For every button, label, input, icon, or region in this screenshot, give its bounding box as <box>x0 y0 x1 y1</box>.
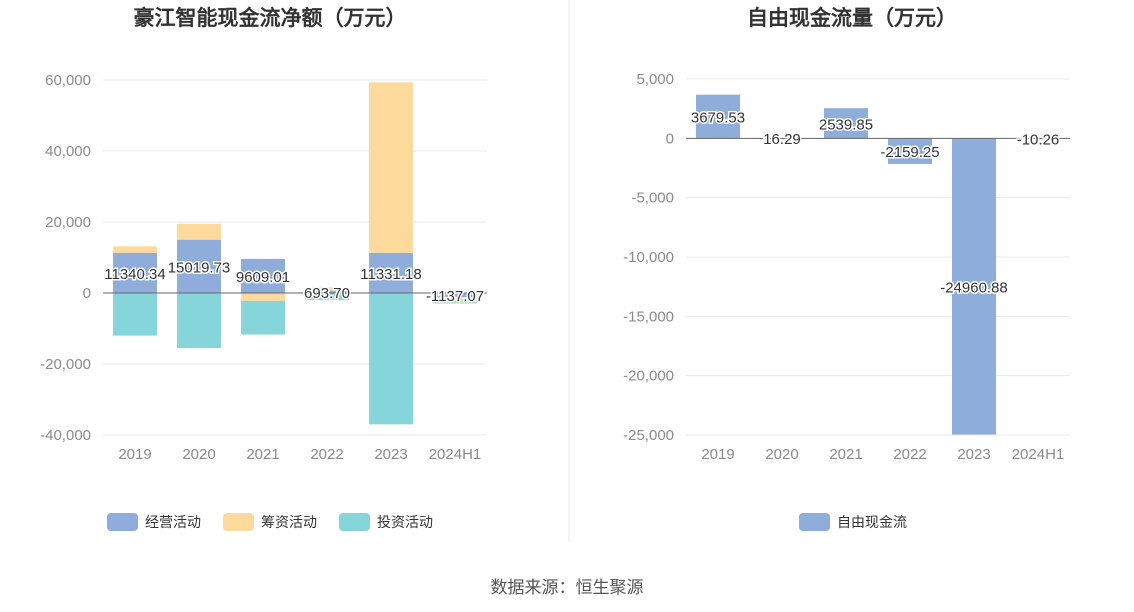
right-ytick-label: -25,000 <box>623 427 674 444</box>
left-chart-title: 豪江智能现金流净额（万元） <box>134 6 407 30</box>
left-legend-label: 经营活动 <box>145 514 201 530</box>
right-bar-2023 <box>952 138 996 435</box>
left-axis: 60,000 40,000 20,000 0 -20,000 -40,000 2019 202… <box>40 72 487 463</box>
right-ytick-label: 0 <box>666 130 674 147</box>
right-data-label: 2539.85 <box>819 116 873 133</box>
left-data-label: 693.70 <box>304 285 350 302</box>
left-bar-2-2024H1 <box>433 297 477 303</box>
right-ytick-label: -20,000 <box>623 368 674 385</box>
left-ytick-label: 40,000 <box>45 143 91 160</box>
right-bars <box>696 94 1060 435</box>
left-bar-3-2022 <box>305 293 349 301</box>
left-ytick-label: -20,000 <box>40 356 91 373</box>
left-bar-3-2023 <box>369 293 413 425</box>
right-grid <box>686 78 1070 436</box>
left-ytick-label: 20,000 <box>45 214 91 231</box>
right-ytick-label: -15,000 <box>623 308 674 325</box>
left-bar-1-2019 <box>113 252 157 293</box>
data-source: 数据来源：恒生聚源 <box>490 578 644 597</box>
right-data-label: -2159.25 <box>880 144 939 161</box>
left-bars <box>113 82 477 425</box>
left-ytick-label: 60,000 <box>45 72 91 89</box>
right-ytick-label: -10,000 <box>623 249 674 266</box>
left-ytick-label: 0 <box>83 285 91 302</box>
right-xtick-label: 2022 <box>893 446 926 463</box>
right-data-labels: 3679.53 16.29 2539.85 -2159.25 -24960.88 -10.… <box>689 108 1060 298</box>
left-bar-3-2019 <box>113 293 157 336</box>
left-legend-swatch <box>107 513 138 531</box>
left-data-label: 11331.18 <box>360 266 421 283</box>
left-bar-1-2022 <box>305 290 349 293</box>
left-legend-swatch <box>223 513 254 531</box>
right-bar-2021 <box>824 108 868 139</box>
right-legend-swatch <box>799 513 830 531</box>
left-bar-1-2021 <box>241 258 285 293</box>
left-legend-label: 筹资活动 <box>261 514 317 530</box>
left-bar-3-2024H1 <box>433 302 477 304</box>
right-bar-2022 <box>888 138 932 164</box>
left-xtick-label: 2021 <box>246 446 279 463</box>
right-ytick-label: 5,000 <box>636 71 674 88</box>
left-xtick-label: 2019 <box>118 446 151 463</box>
left-ytick-label: -40,000 <box>40 427 91 444</box>
left-data-labels: 11340.34 15019.73 9609.01 693.70 11331.18 -11… <box>103 258 486 307</box>
left-legend: 经营活动 筹资活动 投资活动 <box>107 513 433 531</box>
right-xtick-label: 2021 <box>829 446 862 463</box>
left-bar-3-2020 <box>177 293 221 349</box>
right-legend: 自由现金流 <box>799 513 907 531</box>
right-data-label: 3679.53 <box>691 110 745 127</box>
left-bar-2-2022 <box>305 287 349 291</box>
right-xtick-label: 2020 <box>765 446 798 463</box>
left-legend-label: 投资活动 <box>377 514 433 530</box>
left-xtick-label: 2022 <box>310 446 343 463</box>
left-bar-1-2023 <box>369 252 413 293</box>
right-xtick-label: 2019 <box>701 446 734 463</box>
left-bar-2-2019 <box>113 246 157 253</box>
left-xtick-label: 2023 <box>374 446 407 463</box>
left-xtick-label: 2024H1 <box>429 446 482 463</box>
right-xtick-label: 2024H1 <box>1012 446 1065 463</box>
right-chart-title: 自由现金流量（万元） <box>747 6 957 30</box>
left-bar-1-2020 <box>177 239 221 293</box>
right-bar-2019 <box>696 94 740 139</box>
left-xtick-label: 2020 <box>182 446 215 463</box>
right-legend-label: 自由现金流 <box>837 514 907 530</box>
left-bar-2-2021 <box>241 293 285 301</box>
left-data-label: 9609.01 <box>236 269 290 286</box>
right-data-label: -10.26 <box>1017 131 1060 148</box>
right-xtick-label: 2023 <box>957 446 990 463</box>
right-axis: 5,000 0 -5,000 -10,000 -15,000 -20,000 -25,000… <box>623 71 1070 463</box>
left-data-label: -1137.07 <box>426 288 484 305</box>
left-bar-2-2020 <box>177 223 221 240</box>
right-data-label: 16.29 <box>763 131 801 148</box>
left-grid <box>103 79 487 436</box>
left-bar-2-2023 <box>369 82 413 253</box>
left-legend-swatch <box>339 513 370 531</box>
left-bar-1-2024H1 <box>433 293 477 298</box>
left-data-label: 11340.34 <box>104 266 165 283</box>
right-ytick-label: -5,000 <box>631 190 674 207</box>
left-bar-3-2021 <box>241 300 285 335</box>
right-data-label: -24960.88 <box>940 279 1008 296</box>
left-data-label: 15019.73 <box>168 259 231 276</box>
